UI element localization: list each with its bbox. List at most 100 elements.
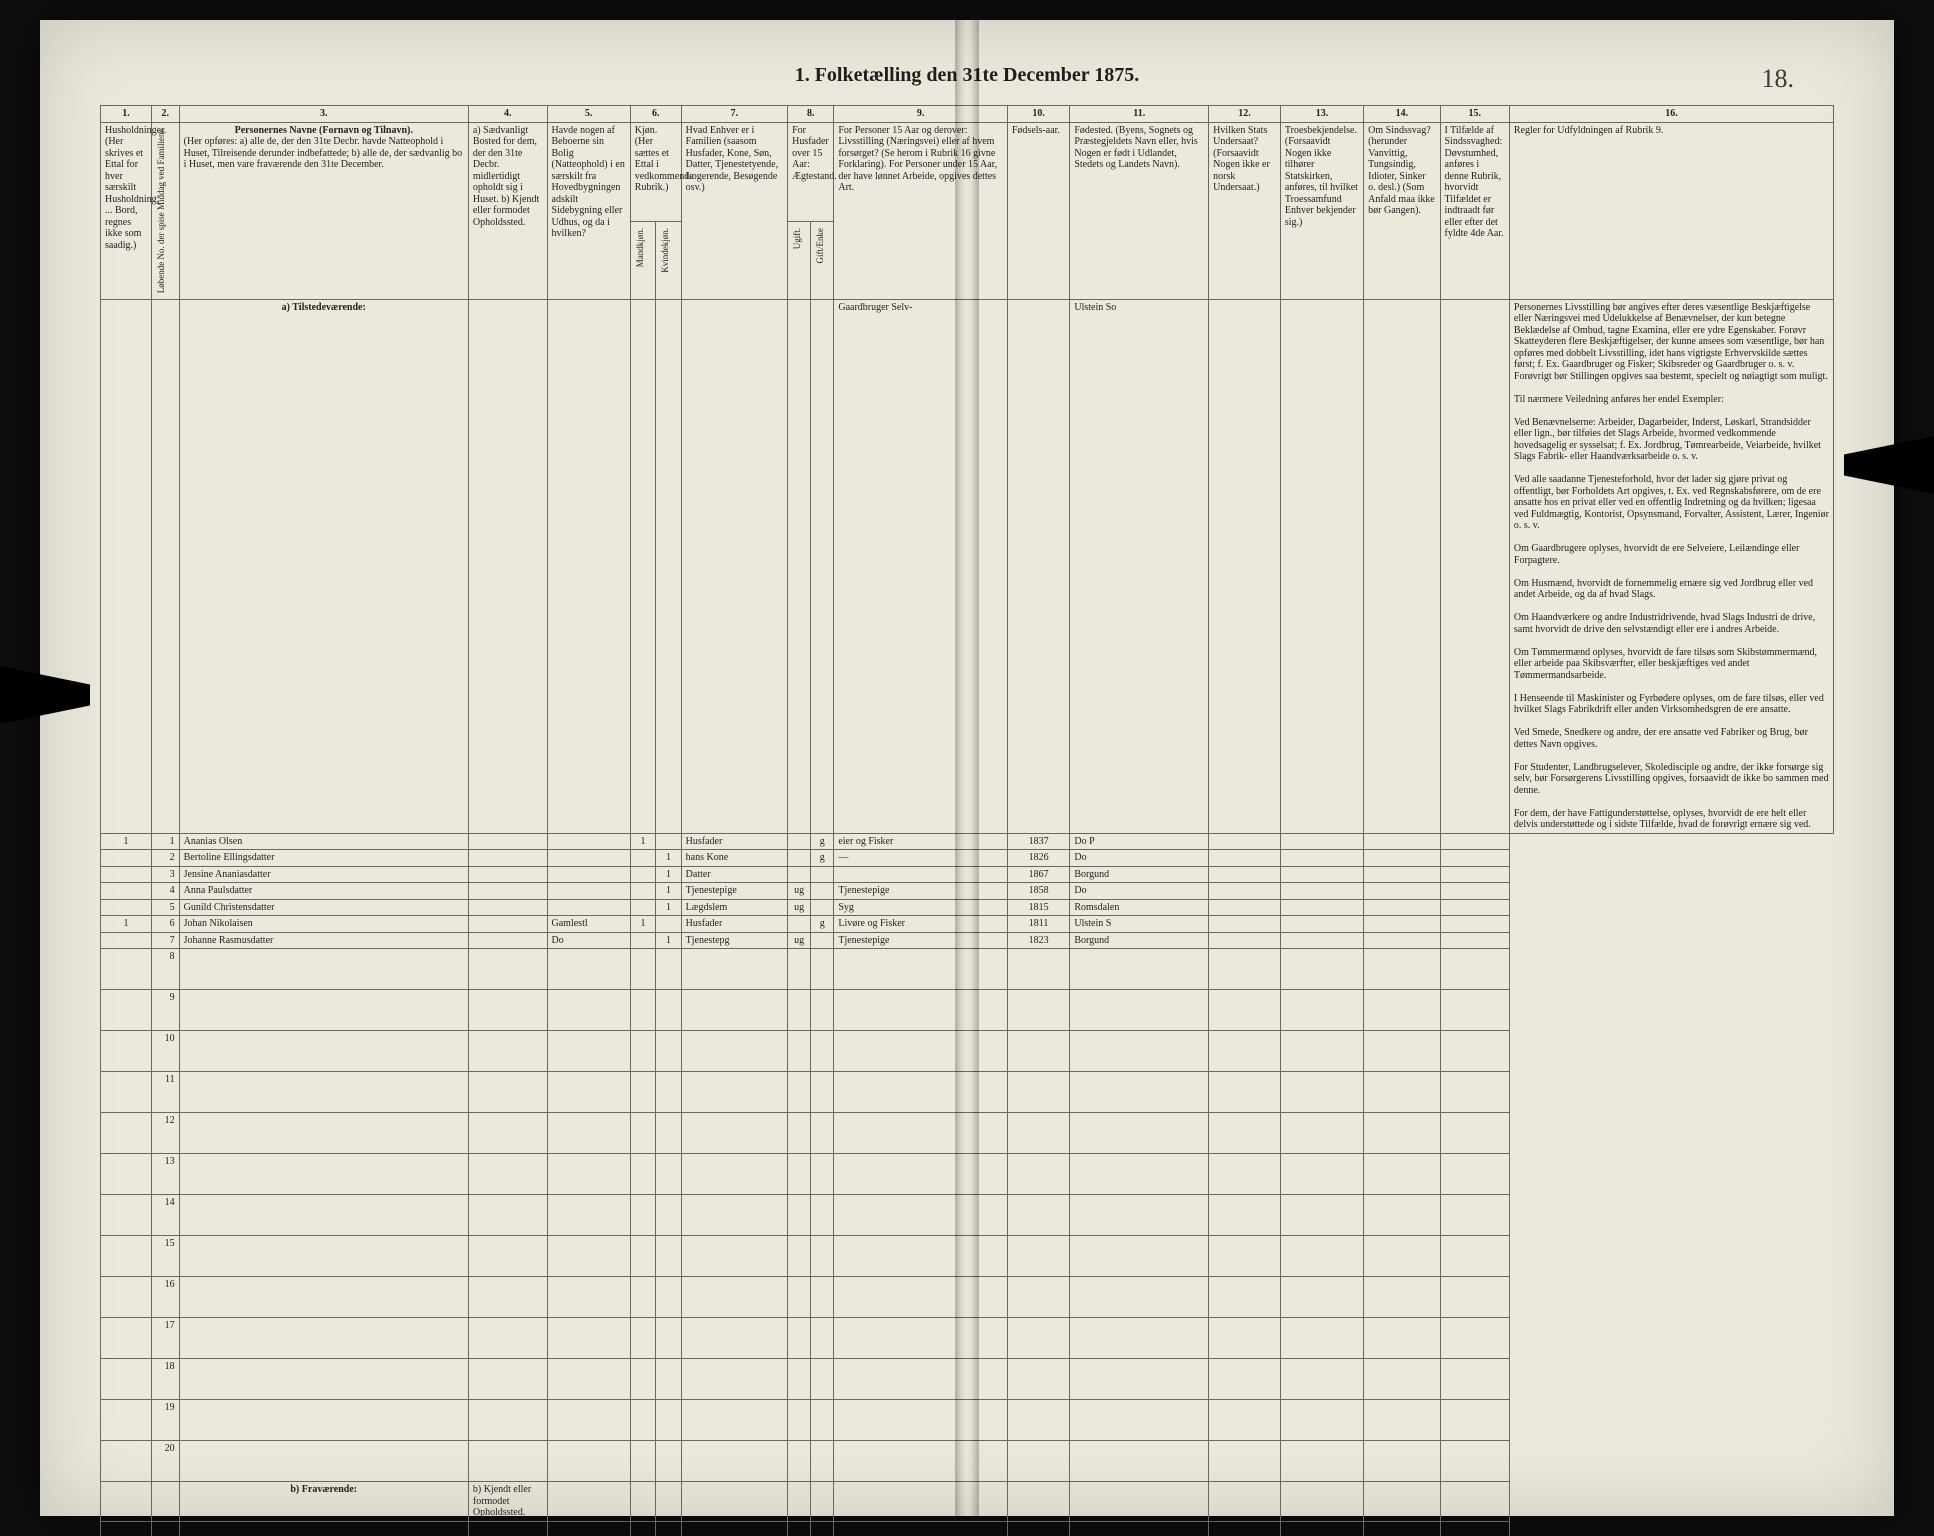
cell [468,1521,547,1536]
hdr-c13: Troesbekjendelse. (Forsaavidt Nogen ikke… [1280,122,1363,299]
cell-occ0: Gaardbruger Selv- [834,299,1008,833]
cell [1070,1072,1209,1113]
hdr-c11: Fødested. (Byens, Sognets og Præstegjeld… [1070,122,1209,299]
row-number: 1 [151,833,179,850]
cell-m [630,932,655,949]
row-number: 19 [151,1400,179,1441]
cell [179,1154,468,1195]
cell [1440,899,1509,916]
cell [811,990,834,1031]
cell [788,1277,811,1318]
cell-hh: 1 [101,916,152,933]
cell [630,1113,655,1154]
cell-k: 1 [656,883,681,900]
cell [468,1359,547,1400]
cell [681,1318,787,1359]
cell [1364,1359,1440,1400]
cell [1209,1359,1281,1400]
coln: 3. [179,106,468,123]
table-row: 19 [101,1400,1834,1441]
cell-rel: Tjenestepige [681,883,787,900]
cell [1440,866,1509,883]
cell [834,949,1008,990]
cell [1007,1113,1069,1154]
cell [656,1195,681,1236]
cell [179,1236,468,1277]
cell [811,1277,834,1318]
cell-m [630,866,655,883]
cell-name: Ananias Olsen [179,833,468,850]
cell [1364,833,1440,850]
cell-m [630,850,655,867]
cell [630,1400,655,1441]
cell [179,1113,468,1154]
cell-8b [811,866,834,883]
cell [1209,949,1281,990]
cell [811,1236,834,1277]
cell [1364,1236,1440,1277]
cell [1007,1154,1069,1195]
cell [1209,1072,1281,1113]
cell [788,1441,811,1482]
cell [834,1031,1008,1072]
cell [1440,932,1509,949]
hdr-c4: a) Sædvanligt Bosted for dem, der den 31… [468,122,547,299]
cell [656,1072,681,1113]
cell [681,1195,787,1236]
cell [1364,899,1440,916]
cell [1280,1400,1363,1441]
cell [101,1400,152,1441]
row-number: 12 [151,1113,179,1154]
cell-8a: ug [788,932,811,949]
table-row: 15 [101,1236,1834,1277]
section-b-row: b) Fraværende: b) Kjendt eller formodet … [101,1482,1834,1522]
table-row: 13 [101,1154,1834,1195]
cell [1007,1521,1069,1536]
cell [179,990,468,1031]
cell [1007,1441,1069,1482]
row-number: 13 [151,1154,179,1195]
cell [179,1277,468,1318]
cell [1280,1031,1363,1072]
rot: Ugift. [792,224,802,253]
cell [1209,1277,1281,1318]
hdr-c3-title: Personernes Navne (Fornavn og Tilnavn). [184,125,464,137]
cell-c4 [468,932,547,949]
cell [681,1154,787,1195]
cell [1280,1154,1363,1195]
cell-occ: Livøre og Fisker [834,916,1008,933]
cell [547,1277,630,1318]
hdr-c15: I Tilfælde af Sindssvaghed: Døvstumhed, … [1440,122,1509,299]
cell [656,1400,681,1441]
cell [1440,1318,1509,1359]
cell [101,1236,152,1277]
cell [1364,1072,1440,1113]
cell-m [630,883,655,900]
table-row: 16 [101,1277,1834,1318]
cell [811,1195,834,1236]
cell [681,1031,787,1072]
cell [468,1031,547,1072]
cell-year: 1815 [1007,899,1069,916]
cell-rel: Husfader [681,916,787,933]
cell [1070,1400,1209,1441]
cell-k [656,833,681,850]
cell [1070,990,1209,1031]
row-number: 6 [151,916,179,933]
row-number: 14 [151,1195,179,1236]
cell [788,1195,811,1236]
cell [1007,1400,1069,1441]
cell [1209,1195,1281,1236]
table-row: 9 [101,990,1834,1031]
coln: 9. [834,106,1008,123]
cell-name: Jensine Ananiasdatter [179,866,468,883]
cell [1209,1400,1281,1441]
cell [681,1359,787,1400]
rot: Gift/Enke [815,224,825,268]
coln: 7. [681,106,787,123]
row-number: 20 [151,1441,179,1482]
cell-k: 1 [656,899,681,916]
cell [1280,1318,1363,1359]
cell [547,1236,630,1277]
cell [811,1318,834,1359]
